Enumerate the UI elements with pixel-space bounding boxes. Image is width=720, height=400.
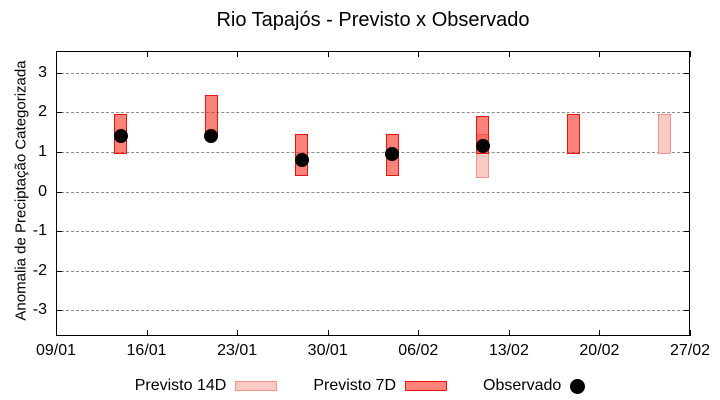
x-tick-label-27-02: 27/02 (669, 342, 711, 359)
bar-previsto-7d-18-02 (567, 114, 581, 154)
y-tick-left--1 (56, 231, 62, 233)
y-tick-right-3 (684, 72, 690, 74)
y-tick-label-0: 0 (38, 182, 47, 200)
y-tick-left-0 (56, 191, 62, 193)
x-tick-bottom-20-02 (599, 330, 601, 336)
y-tick-left-2 (56, 112, 62, 114)
y-tick-right--1 (684, 231, 690, 233)
y-tick-label-2: 2 (38, 103, 47, 121)
legend-swatch-observado-icon (570, 378, 586, 394)
legend-label-observado: Observado (483, 377, 562, 394)
bar-previsto-14d-25-02 (657, 114, 671, 154)
gridline-y-2 (56, 112, 690, 114)
y-tick-label--3: -3 (32, 301, 47, 319)
y-tick-right-0 (684, 191, 690, 193)
y-tick-right--3 (684, 310, 690, 312)
y-tick-right-1 (684, 151, 690, 153)
y-tick-label-1: 1 (38, 142, 47, 160)
gridline-y--1 (56, 231, 690, 233)
gridline-y--3 (56, 310, 690, 312)
x-tick-label-16-01: 16/01 (126, 342, 167, 359)
legend-swatch-previsto-14d-icon (235, 381, 278, 391)
legend-swatch-previsto-7d-icon (405, 381, 448, 391)
y-tick-left-3 (56, 72, 62, 74)
dot-observado-11-02 (475, 139, 490, 153)
gridline-y-1 (56, 151, 690, 153)
plot-frame (56, 51, 690, 336)
legend: Previsto 14D Previsto 7D Observado (0, 374, 720, 398)
x-tick-bottom-23-01 (237, 330, 239, 336)
y-tick-label--2: -2 (32, 261, 47, 279)
x-tick-top-06-02 (418, 51, 420, 57)
gridline-y-3 (56, 72, 690, 74)
x-tick-bottom-16-01 (146, 330, 148, 336)
x-tick-top-13-02 (508, 51, 510, 57)
dot-observado-14-01 (113, 129, 128, 144)
x-tick-label-09-01: 09/01 (35, 342, 77, 359)
x-tick-label-23-01: 23/01 (217, 342, 258, 359)
y-tick-left--3 (56, 310, 62, 312)
x-tick-label-20-02: 20/02 (579, 342, 620, 359)
dot-observado-04-02 (385, 146, 400, 161)
x-tick-label-13-02: 13/02 (488, 342, 529, 359)
y-tick-left--2 (56, 270, 62, 272)
y-tick-label-3: 3 (38, 63, 47, 81)
x-tick-top-30-01 (327, 51, 329, 57)
x-tick-bottom-27-02 (690, 330, 691, 336)
x-tick-top-27-02 (690, 51, 691, 57)
x-tick-top-20-02 (599, 51, 601, 57)
legend-item-previsto-14d: Previsto 14D (135, 377, 278, 395)
x-tick-bottom-06-02 (418, 330, 420, 336)
legend-item-observado: Observado (483, 377, 586, 395)
y-tick-right--2 (684, 270, 690, 272)
dot-observado-21-01 (204, 129, 219, 144)
dot-observado-28-01 (294, 152, 309, 167)
legend-item-previsto-7d: Previsto 7D (313, 377, 448, 395)
legend-label-previsto-14d: Previsto 14D (134, 377, 227, 394)
x-tick-top-16-01 (146, 51, 148, 57)
y-tick-label--1: -1 (32, 222, 47, 240)
x-tick-bottom-30-01 (327, 330, 329, 336)
y-tick-left-1 (56, 151, 62, 153)
gridline-y--2 (56, 270, 690, 272)
legend-label-previsto-7d: Previsto 7D (313, 377, 397, 394)
x-tick-label-30-01: 30/01 (307, 342, 348, 359)
x-tick-top-23-01 (237, 51, 239, 57)
chart-title: Rio Tapajós - Previsto x Observado (216, 9, 530, 31)
x-tick-label-06-02: 06/02 (398, 342, 439, 359)
x-tick-bottom-13-02 (508, 330, 510, 336)
y-tick-right-2 (684, 112, 690, 114)
gridline-y-0 (56, 191, 690, 193)
